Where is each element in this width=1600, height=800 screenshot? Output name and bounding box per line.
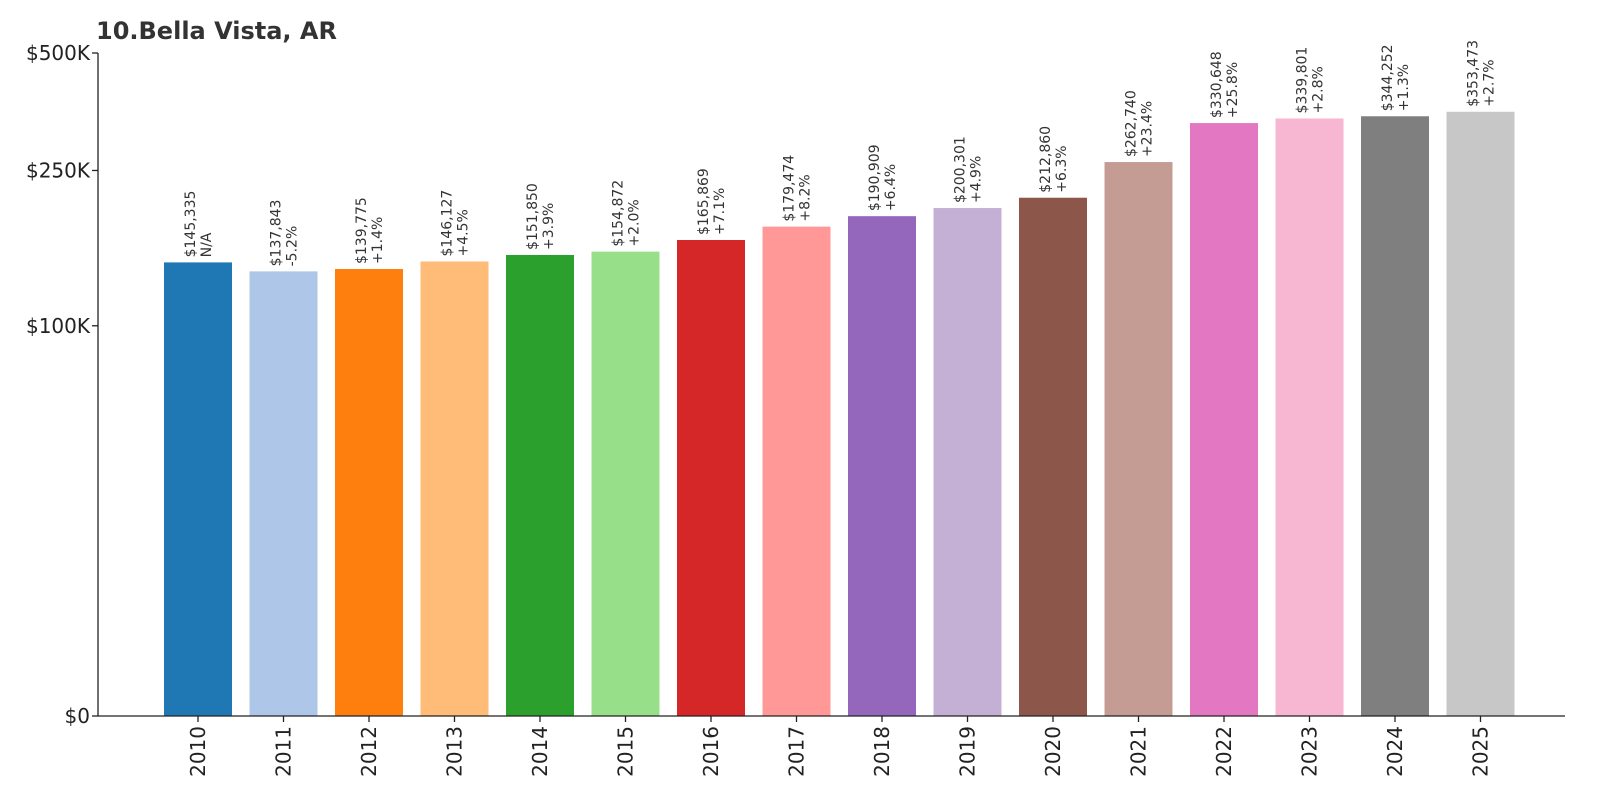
bar-value-label: $151,850 bbox=[525, 183, 541, 250]
bar-value-label: $339,801 bbox=[1295, 47, 1311, 114]
bars bbox=[164, 111, 1515, 717]
bar-2014 bbox=[506, 254, 574, 716]
bar-2020 bbox=[1019, 197, 1087, 716]
bar-value-label: $139,775 bbox=[354, 197, 370, 264]
bar-2016 bbox=[677, 240, 745, 716]
x-axis-ticks: 2010 2011 2012 2013 2014 2015 2016 2017 2018 2019… bbox=[186, 716, 1493, 777]
bar-2023 bbox=[1275, 118, 1344, 717]
bar-change-label: -5.2% bbox=[285, 226, 301, 267]
bar-change-label: +6.3% bbox=[1054, 145, 1070, 192]
bar-change-label: +4.5% bbox=[456, 209, 472, 256]
bar-2021 bbox=[1104, 162, 1173, 717]
bar-value-label: $146,127 bbox=[440, 190, 456, 257]
bar-2013 bbox=[420, 261, 489, 716]
bar-change-label: +1.4% bbox=[370, 217, 386, 264]
bar-change-label: +3.9% bbox=[541, 203, 557, 250]
bar-change-label: +2.8% bbox=[1311, 66, 1327, 113]
y-tick-label: $100K bbox=[26, 314, 91, 338]
bar-value-label: $145,335 bbox=[183, 191, 199, 258]
bar-change-label: +25.8% bbox=[1225, 62, 1241, 118]
y-tick-label: $250K bbox=[26, 158, 91, 182]
x-tick-label: 2022 bbox=[1212, 726, 1236, 777]
x-tick-label: 2023 bbox=[1298, 726, 1322, 777]
x-tick-label: 2024 bbox=[1383, 726, 1407, 777]
x-tick-label: 2016 bbox=[699, 726, 723, 777]
x-tick-label: 2010 bbox=[186, 726, 210, 777]
x-tick-label: 2019 bbox=[956, 726, 980, 777]
bar-change-label: +1.3% bbox=[1396, 64, 1412, 111]
bar-2025 bbox=[1446, 111, 1515, 717]
bar-2011 bbox=[249, 271, 318, 716]
bar-value-label: $165,869 bbox=[696, 168, 712, 235]
bar-value-label: $179,474 bbox=[782, 155, 798, 222]
y-axis-ticks: $0 $100K $250K $500K bbox=[26, 41, 98, 728]
y-tick-label: $0 bbox=[65, 704, 90, 728]
bar-2024 bbox=[1361, 116, 1429, 716]
bar-2015 bbox=[591, 251, 660, 716]
bar-2018 bbox=[848, 216, 916, 716]
bar-change-label: +2.0% bbox=[627, 199, 643, 246]
bar-value-label: $353,473 bbox=[1466, 40, 1482, 107]
x-tick-label: 2018 bbox=[870, 726, 894, 777]
bar-change-label: +4.9% bbox=[969, 156, 985, 203]
bar-change-label: +2.7% bbox=[1482, 59, 1498, 106]
bar-change-label: +23.4% bbox=[1140, 101, 1156, 157]
bar-value-label: $330,648 bbox=[1209, 51, 1225, 118]
x-tick-label: 2021 bbox=[1127, 726, 1151, 777]
x-tick-label: 2011 bbox=[272, 726, 296, 777]
x-tick-label: 2025 bbox=[1469, 726, 1493, 777]
x-tick-label: 2015 bbox=[614, 726, 638, 777]
bar-2019 bbox=[933, 208, 1002, 716]
chart-title: 10.Bella Vista, AR bbox=[96, 17, 337, 45]
bar-value-label: $190,909 bbox=[867, 144, 883, 211]
x-tick-label: 2020 bbox=[1041, 726, 1065, 777]
bar-value-label: $154,872 bbox=[611, 180, 627, 247]
bar-change-label: +6.4% bbox=[883, 164, 899, 211]
bar-2017 bbox=[762, 226, 831, 716]
bar-value-label: $137,843 bbox=[269, 200, 285, 267]
x-tick-label: 2014 bbox=[528, 726, 552, 777]
bar-change-label: +8.2% bbox=[798, 174, 814, 221]
bar-labels: $145,335 N/A $137,843 -5.2% $139,775 +1.4% $14… bbox=[183, 40, 1498, 266]
y-tick-label: $500K bbox=[26, 41, 91, 65]
bar-value-label: $200,301 bbox=[953, 136, 969, 203]
bar-value-label: $262,740 bbox=[1124, 90, 1140, 157]
bar-2010 bbox=[164, 262, 232, 716]
x-tick-label: 2013 bbox=[443, 726, 467, 777]
bar-change-label: +7.1% bbox=[712, 188, 728, 235]
bar-2012 bbox=[335, 269, 403, 716]
bar-value-label: $344,252 bbox=[1380, 44, 1396, 111]
bar-value-label: $212,860 bbox=[1038, 126, 1054, 193]
x-tick-label: 2017 bbox=[785, 726, 809, 777]
x-tick-label: 2012 bbox=[357, 726, 381, 777]
bar-change-label: N/A bbox=[199, 232, 215, 257]
bar-2022 bbox=[1190, 123, 1258, 716]
